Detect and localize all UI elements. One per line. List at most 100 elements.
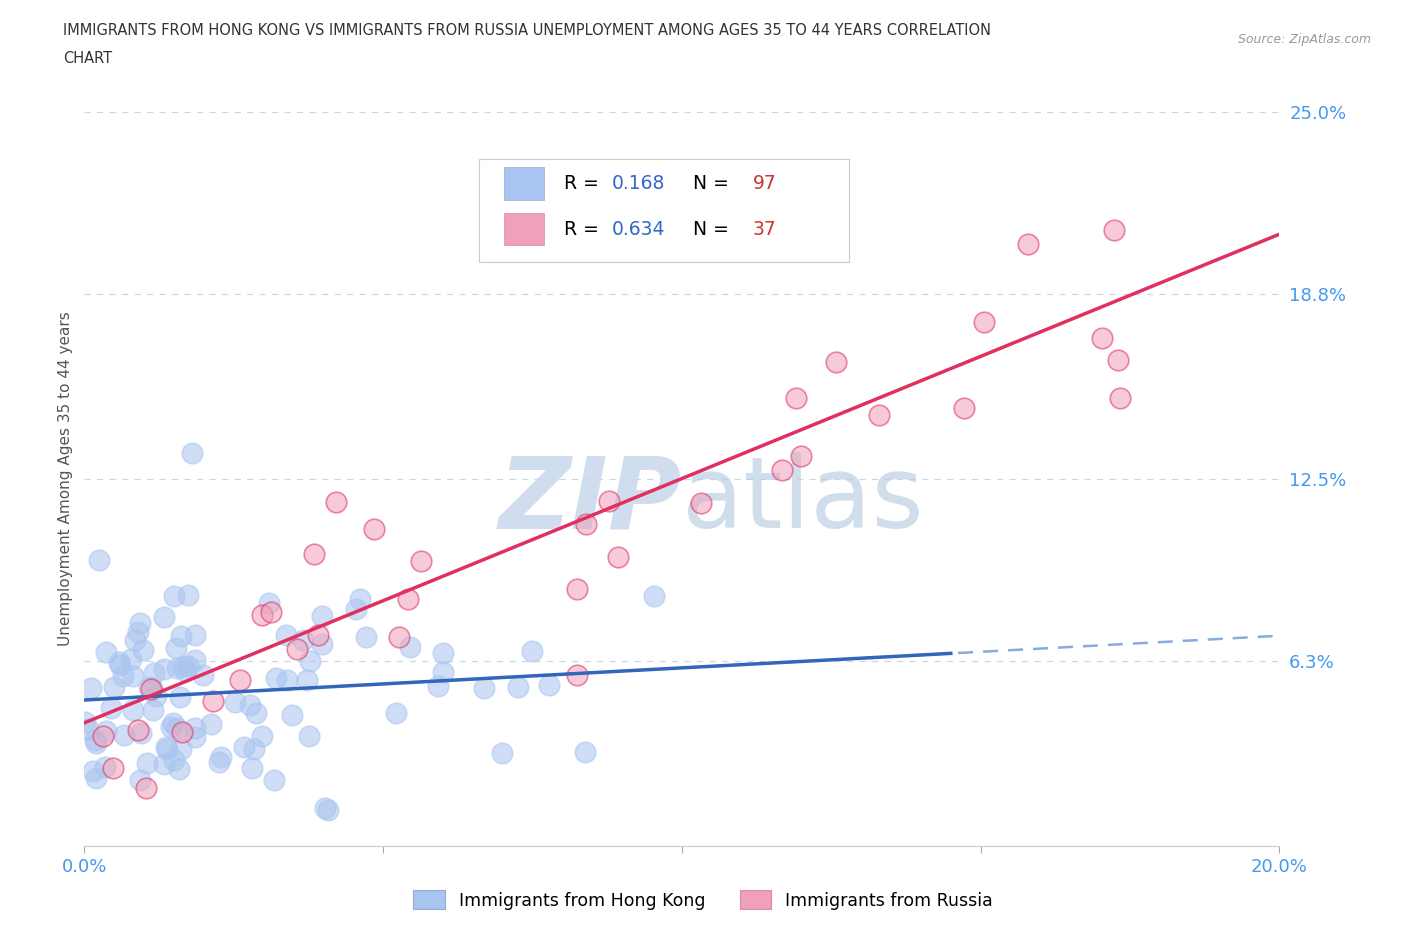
Point	[94, 724, 117, 738]
Point	[138, 679, 160, 694]
Point	[191, 667, 214, 682]
Point	[1091, 331, 1114, 346]
Point	[257, 595, 280, 610]
Point	[349, 591, 371, 606]
Text: 37: 37	[752, 219, 776, 239]
Point	[314, 801, 336, 816]
Text: N =: N =	[681, 174, 734, 193]
Point	[1108, 352, 1130, 367]
Point	[252, 728, 274, 743]
Point	[173, 658, 195, 673]
Legend: Immigrants from Hong Kong, Immigrants from Russia: Immigrants from Hong Kong, Immigrants fr…	[406, 884, 1000, 917]
Point	[153, 757, 176, 772]
Point	[167, 762, 190, 777]
Point	[491, 746, 513, 761]
Point	[396, 591, 419, 606]
Point	[506, 680, 529, 695]
Point	[354, 630, 377, 644]
Point	[73, 715, 96, 730]
Point	[153, 661, 176, 676]
Point	[211, 750, 233, 764]
Point	[565, 667, 588, 682]
Point	[785, 391, 807, 405]
Point	[83, 732, 105, 747]
Text: 0.634: 0.634	[612, 219, 665, 239]
Point	[166, 660, 188, 675]
Point	[79, 681, 101, 696]
Point	[112, 669, 135, 684]
Point	[311, 608, 333, 623]
Point	[170, 629, 193, 644]
Point	[276, 628, 298, 643]
Point	[155, 740, 177, 755]
Point	[200, 716, 222, 731]
Point	[112, 727, 135, 742]
FancyBboxPatch shape	[479, 159, 849, 262]
Point	[432, 664, 454, 679]
Point	[163, 589, 186, 604]
Point	[311, 636, 333, 651]
Point	[316, 803, 339, 817]
Point	[141, 680, 163, 695]
Point	[325, 495, 347, 510]
Text: 0.168: 0.168	[612, 174, 665, 193]
Point	[789, 449, 811, 464]
Point	[259, 604, 281, 619]
Text: Source: ZipAtlas.com: Source: ZipAtlas.com	[1237, 33, 1371, 46]
Point	[177, 587, 200, 602]
Point	[363, 521, 385, 536]
Point	[121, 703, 143, 718]
Point	[607, 550, 630, 565]
Point	[574, 745, 596, 760]
Point	[973, 314, 995, 329]
Point	[522, 644, 544, 658]
Point	[472, 681, 495, 696]
Point	[142, 666, 165, 681]
Point	[575, 517, 598, 532]
Point	[233, 740, 256, 755]
Point	[177, 658, 200, 673]
Point	[432, 646, 454, 661]
Point	[121, 669, 143, 684]
Point	[91, 728, 114, 743]
Point	[172, 724, 194, 739]
Point	[87, 553, 110, 568]
Point	[690, 496, 713, 511]
Point	[100, 700, 122, 715]
Point	[266, 671, 288, 685]
Point	[170, 741, 193, 756]
Point	[82, 764, 104, 778]
Point	[385, 706, 408, 721]
Point	[1018, 236, 1040, 251]
Point	[503, 207, 526, 222]
Point	[110, 658, 132, 672]
Point	[181, 445, 204, 460]
Point	[344, 602, 367, 617]
Point	[263, 773, 285, 788]
Point	[240, 761, 263, 776]
Point	[94, 760, 117, 775]
Point	[159, 719, 181, 734]
Point	[1102, 222, 1125, 237]
Text: N =: N =	[681, 219, 734, 239]
Point	[84, 736, 107, 751]
Point	[229, 672, 252, 687]
Text: 97: 97	[752, 174, 776, 193]
FancyBboxPatch shape	[503, 167, 544, 200]
Point	[156, 741, 179, 756]
Point	[129, 725, 152, 740]
Point	[145, 688, 167, 703]
Point	[169, 689, 191, 704]
Point	[295, 672, 318, 687]
Point	[127, 625, 149, 640]
Point	[135, 781, 157, 796]
Text: ZIP: ZIP	[499, 453, 682, 550]
Point	[107, 655, 129, 670]
Point	[96, 644, 118, 659]
Point	[299, 654, 322, 669]
Point	[84, 770, 107, 785]
Y-axis label: Unemployment Among Ages 35 to 44 years: Unemployment Among Ages 35 to 44 years	[58, 312, 73, 646]
Point	[388, 630, 411, 644]
Point	[127, 723, 149, 737]
Point	[77, 722, 100, 737]
